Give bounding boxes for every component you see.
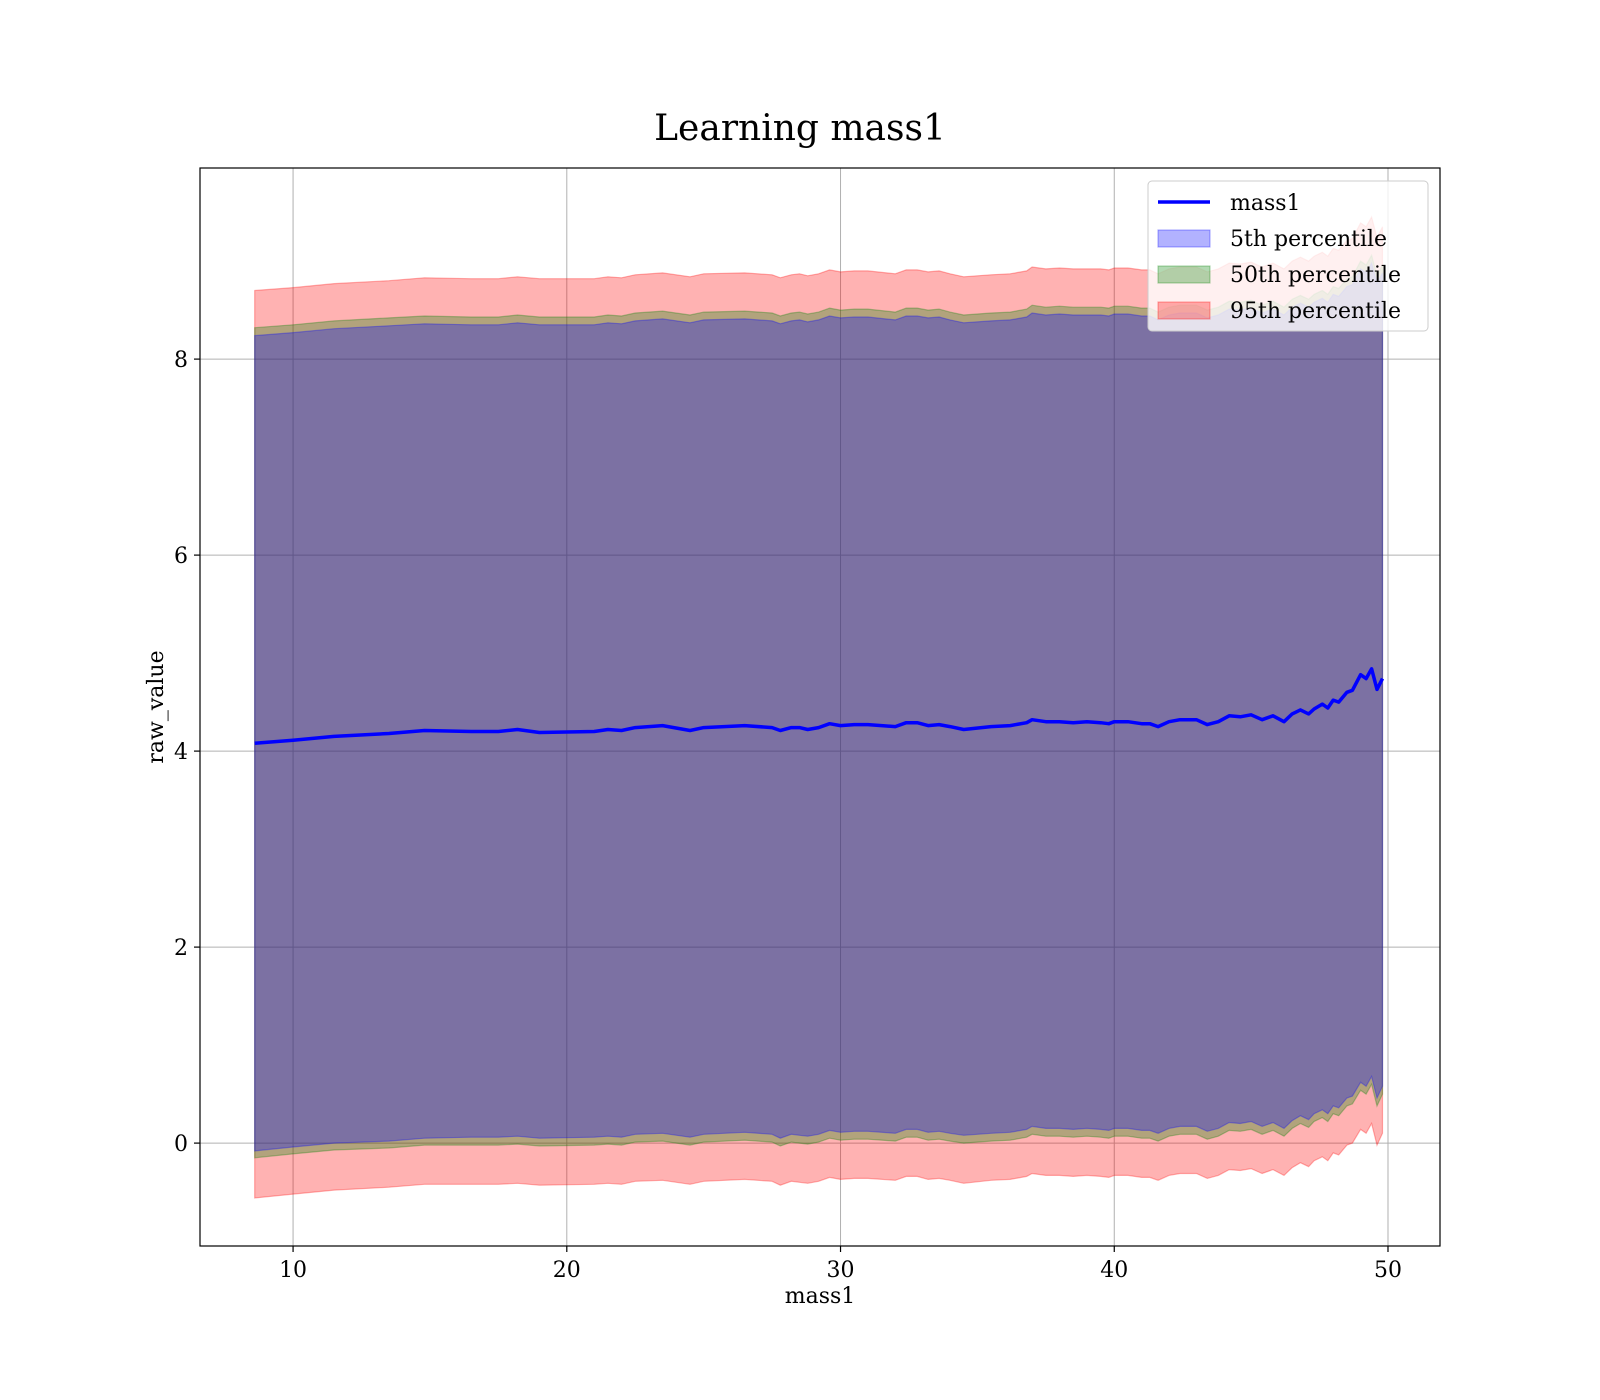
- x-tick-label: 50: [1374, 1258, 1402, 1283]
- legend-label: mass1: [1230, 191, 1301, 216]
- legend-label: 95th percentile: [1230, 299, 1401, 324]
- legend-patch-swatch: [1157, 301, 1211, 320]
- legend: mass1 5th percentile 50th percentile 95th p…: [1147, 180, 1429, 332]
- y-tick-label: 6: [174, 544, 188, 569]
- series-line-mass1: [254, 667, 1385, 746]
- y-tick-label: 4: [174, 740, 188, 765]
- band-layer: [254, 215, 1384, 1199]
- band-5th: [254, 261, 1384, 1152]
- legend-label: 50th percentile: [1230, 263, 1401, 288]
- y-tick-label: 8: [174, 348, 188, 373]
- legend-box: [1147, 180, 1429, 332]
- tick-layer: 10 20 30 40 50 0 2 4 6 8: [174, 348, 1402, 1283]
- band-95th: [254, 215, 1384, 1199]
- x-tick-label: 10: [279, 1258, 307, 1283]
- y-tick-label: 0: [174, 1132, 188, 1157]
- x-tick-label: 40: [1100, 1258, 1128, 1283]
- band-50th: [254, 253, 1384, 1159]
- legend-patch-swatch: [1157, 229, 1211, 248]
- y-tick-label: 2: [174, 936, 188, 961]
- legend-patch-swatch: [1157, 265, 1211, 284]
- line-layer: [254, 667, 1385, 746]
- plot-frame: [199, 167, 1441, 1247]
- chart-title: Learning mass1: [654, 108, 946, 149]
- legend-label: 5th percentile: [1230, 227, 1387, 252]
- x-axis-label: mass1: [785, 1284, 856, 1309]
- grid-layer: [200, 168, 1440, 1246]
- x-tick-label: 20: [553, 1258, 581, 1283]
- y-axis-label: raw_value: [144, 650, 169, 763]
- x-tick-label: 30: [827, 1258, 855, 1283]
